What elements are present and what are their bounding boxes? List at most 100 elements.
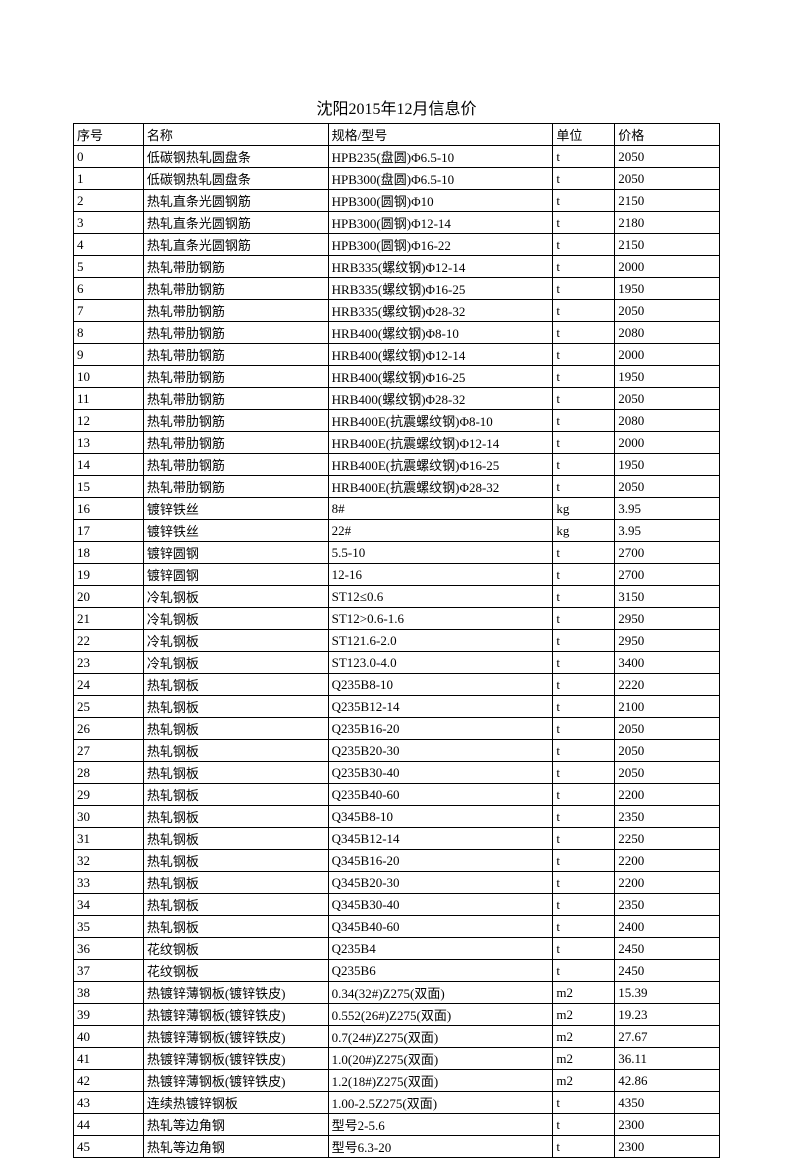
cell-unit: t bbox=[553, 850, 615, 872]
cell-spec: Q235B16-20 bbox=[328, 718, 553, 740]
table-row: 43连续热镀锌钢板1.00-2.5Z275(双面)t4350 bbox=[74, 1092, 720, 1114]
cell-unit: t bbox=[553, 1136, 615, 1158]
cell-name: 热轧带肋钢筋 bbox=[143, 388, 328, 410]
header-seq: 序号 bbox=[74, 124, 144, 146]
table-row: 42热镀锌薄钢板(镀锌铁皮)1.2(18#)Z275(双面)m242.86 bbox=[74, 1070, 720, 1092]
cell-spec: HRB400(螺纹钢)Φ28-32 bbox=[328, 388, 553, 410]
cell-unit: t bbox=[553, 388, 615, 410]
cell-spec: HRB335(螺纹钢)Φ28-32 bbox=[328, 300, 553, 322]
cell-name: 镀锌圆钢 bbox=[143, 542, 328, 564]
cell-name: 冷轧钢板 bbox=[143, 608, 328, 630]
cell-name: 热镀锌薄钢板(镀锌铁皮) bbox=[143, 1026, 328, 1048]
cell-spec: Q345B30-40 bbox=[328, 894, 553, 916]
cell-price: 2400 bbox=[615, 916, 720, 938]
cell-price: 2080 bbox=[615, 410, 720, 432]
table-row: 6热轧带肋钢筋HRB335(螺纹钢)Φ16-25t1950 bbox=[74, 278, 720, 300]
cell-spec: Q345B8-10 bbox=[328, 806, 553, 828]
cell-spec: 0.34(32#)Z275(双面) bbox=[328, 982, 553, 1004]
table-row: 11热轧带肋钢筋HRB400(螺纹钢)Φ28-32t2050 bbox=[74, 388, 720, 410]
price-table: 序号 名称 规格/型号 单位 价格 0低碳钢热轧圆盘条HPB235(盘圆)Φ6.… bbox=[73, 123, 720, 1158]
table-row: 36花纹钢板Q235B4t2450 bbox=[74, 938, 720, 960]
cell-seq: 9 bbox=[74, 344, 144, 366]
table-row: 20冷轧钢板ST12≤0.6t3150 bbox=[74, 586, 720, 608]
cell-spec: HPB300(盘圆)Φ6.5-10 bbox=[328, 168, 553, 190]
cell-price: 1950 bbox=[615, 454, 720, 476]
cell-name: 热轧带肋钢筋 bbox=[143, 256, 328, 278]
cell-spec: Q235B6 bbox=[328, 960, 553, 982]
cell-seq: 24 bbox=[74, 674, 144, 696]
table-row: 5热轧带肋钢筋HRB335(螺纹钢)Φ12-14t2000 bbox=[74, 256, 720, 278]
table-row: 33热轧钢板Q345B20-30t2200 bbox=[74, 872, 720, 894]
cell-seq: 40 bbox=[74, 1026, 144, 1048]
table-row: 21冷轧钢板ST12>0.6-1.6t2950 bbox=[74, 608, 720, 630]
cell-seq: 12 bbox=[74, 410, 144, 432]
cell-name: 热轧带肋钢筋 bbox=[143, 410, 328, 432]
cell-unit: m2 bbox=[553, 1026, 615, 1048]
table-row: 10热轧带肋钢筋HRB400(螺纹钢)Φ16-25t1950 bbox=[74, 366, 720, 388]
cell-seq: 25 bbox=[74, 696, 144, 718]
cell-seq: 5 bbox=[74, 256, 144, 278]
table-row: 34热轧钢板Q345B30-40t2350 bbox=[74, 894, 720, 916]
cell-name: 热镀锌薄钢板(镀锌铁皮) bbox=[143, 1070, 328, 1092]
cell-spec: HPB300(圆钢)Φ12-14 bbox=[328, 212, 553, 234]
cell-price: 2200 bbox=[615, 850, 720, 872]
cell-price: 3150 bbox=[615, 586, 720, 608]
cell-price: 2200 bbox=[615, 872, 720, 894]
cell-seq: 15 bbox=[74, 476, 144, 498]
table-row: 14热轧带肋钢筋HRB400E(抗震螺纹钢)Φ16-25t1950 bbox=[74, 454, 720, 476]
cell-name: 热轧带肋钢筋 bbox=[143, 366, 328, 388]
cell-unit: m2 bbox=[553, 1070, 615, 1092]
cell-unit: t bbox=[553, 322, 615, 344]
cell-unit: m2 bbox=[553, 1004, 615, 1026]
cell-price: 2000 bbox=[615, 256, 720, 278]
cell-unit: t bbox=[553, 300, 615, 322]
cell-unit: t bbox=[553, 652, 615, 674]
cell-price: 2050 bbox=[615, 168, 720, 190]
cell-price: 2300 bbox=[615, 1136, 720, 1158]
cell-unit: t bbox=[553, 190, 615, 212]
table-row: 41热镀锌薄钢板(镀锌铁皮)1.0(20#)Z275(双面)m236.11 bbox=[74, 1048, 720, 1070]
cell-price: 2250 bbox=[615, 828, 720, 850]
cell-name: 花纹钢板 bbox=[143, 938, 328, 960]
cell-spec: Q235B20-30 bbox=[328, 740, 553, 762]
cell-unit: t bbox=[553, 410, 615, 432]
cell-price: 2180 bbox=[615, 212, 720, 234]
cell-name: 热轧带肋钢筋 bbox=[143, 322, 328, 344]
cell-seq: 18 bbox=[74, 542, 144, 564]
cell-unit: t bbox=[553, 344, 615, 366]
cell-name: 热轧等边角钢 bbox=[143, 1136, 328, 1158]
cell-unit: t bbox=[553, 938, 615, 960]
cell-seq: 44 bbox=[74, 1114, 144, 1136]
cell-unit: t bbox=[553, 828, 615, 850]
cell-spec: Q235B40-60 bbox=[328, 784, 553, 806]
cell-spec: 8# bbox=[328, 498, 553, 520]
cell-seq: 37 bbox=[74, 960, 144, 982]
cell-price: 19.23 bbox=[615, 1004, 720, 1026]
cell-seq: 16 bbox=[74, 498, 144, 520]
cell-name: 热轧钢板 bbox=[143, 806, 328, 828]
cell-unit: t bbox=[553, 168, 615, 190]
cell-spec: HRB335(螺纹钢)Φ12-14 bbox=[328, 256, 553, 278]
cell-seq: 20 bbox=[74, 586, 144, 608]
cell-spec: Q345B12-14 bbox=[328, 828, 553, 850]
cell-name: 热轧带肋钢筋 bbox=[143, 300, 328, 322]
cell-price: 1950 bbox=[615, 366, 720, 388]
table-row: 2热轧直条光圆钢筋HPB300(圆钢)Φ10t2150 bbox=[74, 190, 720, 212]
cell-unit: t bbox=[553, 872, 615, 894]
cell-spec: ST12≤0.6 bbox=[328, 586, 553, 608]
cell-price: 2050 bbox=[615, 762, 720, 784]
cell-name: 热轧钢板 bbox=[143, 916, 328, 938]
cell-name: 热轧等边角钢 bbox=[143, 1114, 328, 1136]
cell-unit: t bbox=[553, 256, 615, 278]
cell-price: 2350 bbox=[615, 806, 720, 828]
cell-name: 热轧直条光圆钢筋 bbox=[143, 212, 328, 234]
cell-price: 2220 bbox=[615, 674, 720, 696]
cell-name: 冷轧钢板 bbox=[143, 652, 328, 674]
header-price: 价格 bbox=[615, 124, 720, 146]
cell-price: 2080 bbox=[615, 322, 720, 344]
cell-unit: t bbox=[553, 960, 615, 982]
table-row: 1低碳钢热轧圆盘条HPB300(盘圆)Φ6.5-10t2050 bbox=[74, 168, 720, 190]
cell-name: 花纹钢板 bbox=[143, 960, 328, 982]
cell-name: 热轧钢板 bbox=[143, 784, 328, 806]
table-row: 9热轧带肋钢筋HRB400(螺纹钢)Φ12-14t2000 bbox=[74, 344, 720, 366]
